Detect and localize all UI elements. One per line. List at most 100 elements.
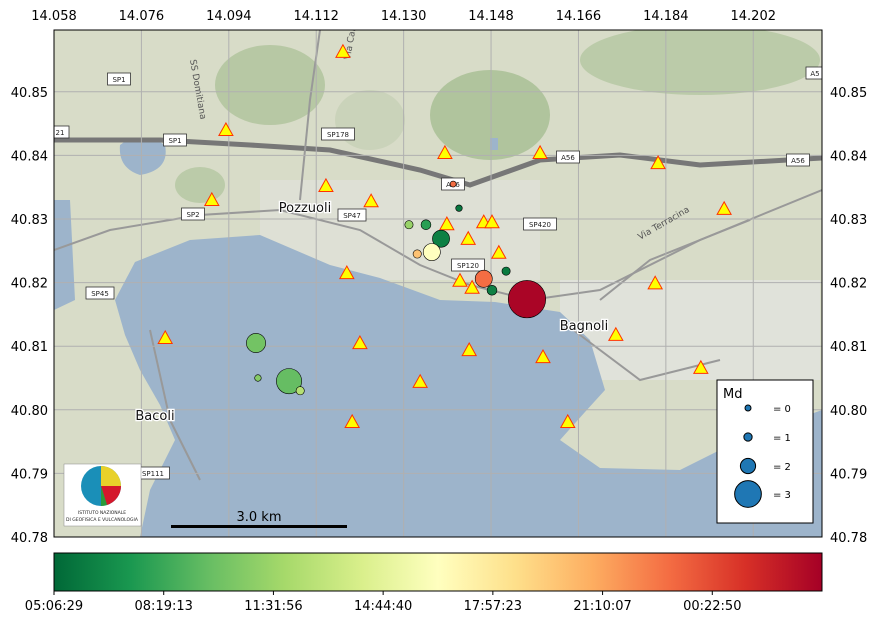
station-marker[interactable] [650, 155, 666, 170]
lat-tick-label-left: 40.79 [11, 467, 48, 482]
road-label: SP1 [112, 76, 125, 84]
earthquake-event[interactable] [246, 333, 266, 353]
place-label: Pozzuoli [279, 201, 331, 216]
road-label: SP178 [327, 131, 349, 139]
hill-shading [175, 167, 225, 203]
station-marker[interactable] [452, 272, 468, 287]
road-label-box [523, 217, 557, 231]
station-marker[interactable] [344, 413, 361, 428]
road [149, 30, 751, 481]
lat-tick-label-right: 40.84 [830, 149, 867, 164]
station-marker[interactable] [218, 121, 234, 137]
stations-layer [157, 43, 732, 428]
road-label-box [786, 153, 810, 167]
basemap: SP1SP1SP178SP2SP47A56A56A56SP420SP120SP4… [54, 30, 822, 537]
events-layer [246, 180, 547, 396]
hill-shading [430, 70, 550, 160]
station-marker[interactable] [484, 214, 500, 229]
lat-tick-label-left: 40.84 [11, 149, 48, 164]
lat-tick-label-left: 40.80 [11, 404, 48, 419]
earthquake-event[interactable] [295, 386, 305, 396]
time-colorbar: 05:06:29 08:19:13 11:31:56 14:44:40 17:57:23… [25, 552, 823, 614]
station-marker[interactable] [464, 279, 480, 294]
lat-tick-label-left: 40.81 [11, 340, 48, 355]
earthquake-event[interactable] [432, 229, 450, 248]
earthquake-event[interactable] [404, 220, 414, 230]
earthquake-event[interactable] [276, 368, 303, 395]
legend-label: = 3 [773, 490, 791, 501]
road-label-box [321, 127, 355, 141]
station-marker[interactable] [460, 230, 477, 245]
legend-label: = 1 [773, 433, 791, 444]
gulf-of-pozzuoli [115, 235, 822, 537]
earthquake-event[interactable] [501, 266, 511, 276]
hill-shading [580, 30, 820, 95]
colorbar-gradient [53, 552, 823, 592]
road-label: A5 [810, 70, 819, 78]
earthquake-event[interactable] [422, 243, 441, 261]
road-label: A56 [791, 157, 805, 165]
station-marker[interactable] [338, 265, 355, 280]
lon-tick-label: 14.148 [468, 9, 514, 24]
colorbar-tick-label: 00:22:50 [683, 599, 741, 614]
scale-bar: 3.0 km [171, 510, 347, 528]
hill-shading [215, 45, 325, 125]
station-marker[interactable] [532, 144, 548, 159]
station-marker[interactable] [335, 43, 351, 58]
road-label: SP120 [457, 262, 479, 270]
road-label: SP111 [142, 470, 164, 478]
earthquake-event[interactable] [474, 269, 493, 288]
lat-tick-label-right: 40.83 [830, 213, 867, 228]
station-marker[interactable] [203, 191, 220, 207]
legend-title: Md [723, 387, 742, 402]
lake [490, 138, 498, 150]
axis-ticks: 14.058 14.076 14.094 14.112 14.130 14.148 14.1… [11, 9, 867, 546]
lon-tick-label: 14.094 [206, 9, 252, 24]
lat-tick-label-left: 40.83 [11, 213, 48, 228]
station-marker[interactable] [461, 341, 478, 357]
place-label: Bagnoli [560, 319, 609, 334]
road-label: SP1 [168, 137, 181, 145]
lake [119, 137, 166, 175]
earthquake-event[interactable] [420, 219, 432, 230]
station-marker[interactable] [157, 329, 174, 345]
lon-tick-label: 14.130 [381, 9, 427, 24]
station-marker[interactable] [439, 216, 455, 231]
station-marker[interactable] [490, 244, 507, 259]
earthquake-event[interactable] [412, 249, 422, 259]
lon-tick-label: 14.058 [31, 9, 77, 24]
lat-tick-label-left: 40.85 [11, 86, 48, 101]
station-marker[interactable] [716, 200, 732, 215]
earthquake-event[interactable] [486, 284, 498, 296]
station-marker[interactable] [607, 326, 624, 341]
legend-marker [734, 480, 762, 508]
station-marker[interactable] [437, 144, 453, 159]
road-label-box [805, 66, 822, 80]
colorbar-tick-label: 21:10:07 [573, 599, 631, 614]
earthquake-event[interactable] [254, 374, 262, 382]
scale-bar-line [171, 525, 347, 528]
station-marker[interactable] [352, 334, 368, 350]
station-marker[interactable] [318, 177, 334, 193]
road-label-box [107, 72, 131, 86]
road-label-box [337, 208, 367, 222]
station-marker[interactable] [647, 275, 664, 290]
legend-marker [744, 404, 752, 412]
station-marker[interactable] [692, 359, 709, 374]
station-marker[interactable] [412, 373, 428, 388]
earthquake-event[interactable] [507, 280, 547, 319]
colorbar-tick-label: 14:44:40 [354, 599, 412, 614]
earthquake-event[interactable] [455, 204, 463, 212]
station-marker[interactable] [559, 413, 576, 428]
earthquake-event[interactable] [449, 180, 457, 188]
lat-tick-label-right: 40.81 [830, 340, 867, 355]
ingv-logo: ISTITUTO NAZIONALE DI GEOFISICA E VULCAN… [63, 463, 142, 527]
station-marker[interactable] [535, 348, 551, 364]
lat-tick-label-right: 40.85 [830, 86, 867, 101]
road-label-box [451, 258, 485, 272]
lon-tick-label: 14.202 [731, 9, 777, 24]
road-labels: SP1SP1SP178SP2SP47A56A56A56SP420SP120SP4… [54, 66, 822, 480]
station-marker[interactable] [363, 193, 379, 208]
svg-text:ISTITUTO NAZIONALE: ISTITUTO NAZIONALE [78, 510, 126, 516]
